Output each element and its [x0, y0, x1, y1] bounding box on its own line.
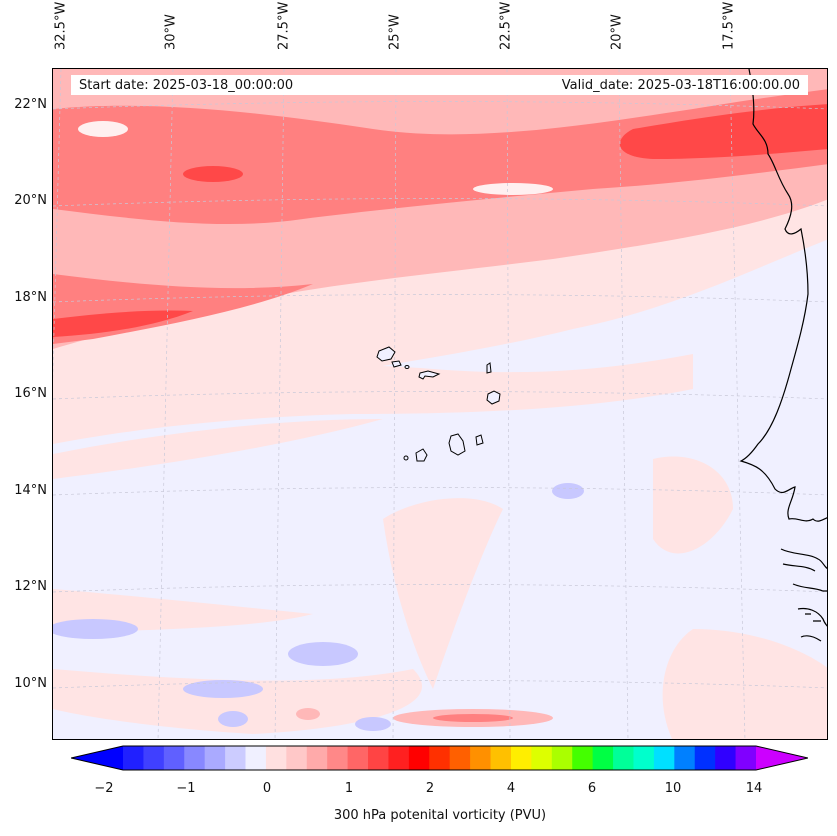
lat-label-22n: 22°N: [14, 97, 47, 112]
colorbar-title: 300 hPa potenital vorticity (PVU): [333, 808, 547, 823]
island-santo-antao: [376, 346, 396, 362]
colorbar-segment: [245, 746, 267, 770]
colorbar-segment: [551, 746, 573, 770]
cbar-tick-1: 1: [344, 781, 354, 796]
pv-max-core-left: [53, 310, 193, 337]
colorbar-segment: [633, 746, 655, 770]
date-header: Start date: 2025-03-18_00:00:00 Valid_da…: [71, 75, 808, 95]
pv-light-southern-streak: [53, 354, 693, 444]
island-sao-vicente: [391, 360, 402, 368]
pv-low-pocket-2: [473, 183, 553, 195]
pv-south-streak-small: [296, 708, 320, 720]
colorbar-segment: [123, 746, 144, 770]
pv-negative-blob-3: [288, 642, 358, 666]
colorbar-segment: [429, 746, 451, 770]
colorbar-segment: [449, 746, 471, 770]
lat-label-18n: 18°N: [14, 290, 47, 305]
pv-negative-blob-6: [355, 717, 391, 731]
colorbar-segment: [735, 746, 757, 770]
colorbar-segment: [225, 746, 247, 770]
lon-label-25w: 25°W: [387, 14, 403, 50]
colorbar-segment: [470, 746, 492, 770]
pv-south-streak-core: [433, 714, 513, 722]
cbar-tick-minus1: −1: [176, 781, 196, 796]
lon-label-27-5w: 27.5°W: [276, 1, 292, 50]
pv-light-patch-south-5: [662, 629, 827, 739]
cbar-tick-0: 0: [262, 781, 272, 796]
colorbar-segment: [694, 746, 716, 770]
island-brava: [403, 455, 409, 461]
colorbar-segment: [327, 746, 349, 770]
pv-light-patch-south-3: [53, 669, 423, 734]
island-sal: [486, 362, 492, 374]
pv-light-streak-2: [53, 419, 383, 479]
colorbar-segment: [613, 746, 634, 770]
lon-label-22-5w: 22.5°W: [498, 1, 514, 50]
colorbar-segment: [204, 746, 226, 770]
lat-label-12n: 12°N: [14, 579, 47, 594]
lon-label-30w: 30°W: [163, 14, 179, 50]
island-sao-nicolau: [418, 370, 441, 380]
african-coastline: [739, 69, 827, 522]
pv-negative-blob-4: [183, 680, 263, 698]
lat-label-14n: 14°N: [14, 483, 47, 498]
pv-negative-blob-1: [552, 483, 584, 499]
colorbar-segment: [286, 746, 308, 770]
lat-label-16n: 16°N: [14, 386, 47, 401]
lon-label-20w: 20°W: [609, 14, 625, 50]
lat-label-10n: 10°N: [14, 676, 47, 691]
pv-negative-blob-2: [53, 619, 138, 639]
coast-guinea-bissau: [797, 607, 827, 642]
lon-label-17-5w: 17.5°W: [721, 1, 737, 50]
colorbar-segment: [572, 746, 594, 770]
cbar-tick-minus2: −2: [94, 781, 114, 796]
colorbar-extend-max: [756, 746, 808, 770]
pv-max-core-small: [183, 166, 243, 182]
colorbar-segment: [490, 746, 512, 770]
pv-max-core-upper: [619, 104, 827, 159]
colorbar-segment: [347, 746, 369, 770]
island-santa-luzia: [404, 365, 410, 369]
colorbar-segment: [368, 746, 389, 770]
start-date-label: Start date: 2025-03-18_00:00:00: [79, 78, 294, 93]
coast-senegal-gambia: [780, 548, 827, 592]
cape-verde-islands: [376, 346, 501, 462]
colorbar-segment: [143, 746, 165, 770]
pv-light-patch-south-4: [653, 456, 733, 554]
colorbar: [71, 745, 808, 771]
colorbar-segment: [388, 746, 410, 770]
lat-label-20n: 20°N: [14, 193, 47, 208]
cbar-tick-14: 14: [745, 781, 763, 796]
pv-low-pocket-1: [78, 121, 128, 137]
colorbar-segment: [715, 746, 737, 770]
colorbar-segment: [265, 746, 287, 770]
cbar-tick-6: 6: [587, 781, 597, 796]
colorbar-extend-min: [71, 746, 123, 770]
cbar-tick-2: 2: [425, 781, 435, 796]
colorbar-outline: [71, 745, 808, 771]
colorbar-segment: [510, 746, 532, 770]
colorbar-segment: [531, 746, 553, 770]
colorbar-segment: [408, 746, 430, 770]
pv-field: [53, 69, 827, 739]
colorbar-segment: [653, 746, 675, 770]
island-maio: [475, 434, 484, 446]
pv-light-patch-south-1: [383, 498, 503, 689]
colorbar-segment: [592, 746, 614, 770]
island-fogo: [415, 448, 428, 462]
pv-strong-band-upper: [53, 89, 827, 225]
island-santiago: [448, 433, 466, 456]
colorbar-segment: [674, 746, 696, 770]
valid-date-label: Valid_date: 2025-03-18T16:00:00.00: [561, 78, 800, 93]
cbar-tick-10: 10: [664, 781, 682, 796]
colorbar-segment: [184, 746, 206, 770]
pv-negative-blob-5: [218, 711, 248, 727]
cbar-tick-4: 4: [506, 781, 516, 796]
colorbar-segment: [306, 746, 328, 770]
lon-label-32-5w: 32.5°W: [53, 1, 69, 50]
graticule: [53, 69, 827, 739]
island-boa-vista: [486, 390, 501, 405]
colorbar-segment: [163, 746, 185, 770]
map-plot-area[interactable]: [52, 68, 828, 740]
